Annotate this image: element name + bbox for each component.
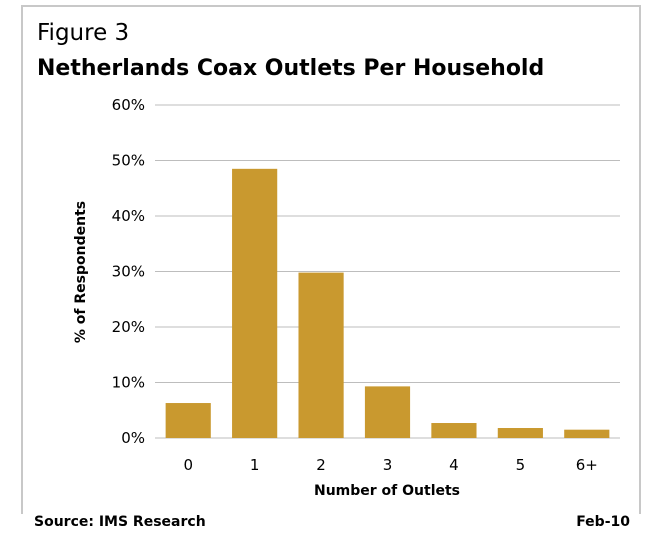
bar-3 <box>364 386 411 438</box>
x-tick-label: 0 <box>183 456 193 474</box>
figure-label: Figure 3 <box>37 20 130 46</box>
x-tick-label: 6+ <box>576 456 598 474</box>
y-tick-label: 20% <box>112 318 145 336</box>
chart-frame <box>21 5 641 514</box>
x-tick-label: 5 <box>516 456 526 474</box>
y-tick-label: 30% <box>112 263 145 281</box>
y-tick-label: 10% <box>112 374 145 392</box>
x-tick-labels: 0 1 2 3 4 5 6+ <box>183 456 597 474</box>
date-note: Feb-10 <box>576 514 630 530</box>
y-tick-label: 40% <box>112 207 145 225</box>
bars <box>165 168 610 438</box>
bar-4 <box>431 423 477 438</box>
x-tick-label: 4 <box>449 456 459 474</box>
bar-1 <box>232 168 278 438</box>
y-tick-label: 0% <box>121 429 145 447</box>
bar-6+ <box>564 429 610 438</box>
y-tick-labels: 0% 10% 20% 30% 40% 50% 60% <box>112 96 145 447</box>
bar-5 <box>497 428 543 438</box>
chart-title: Netherlands Coax Outlets Per Household <box>37 56 545 81</box>
x-tick-label: 3 <box>383 456 393 474</box>
bar-2 <box>298 272 344 438</box>
x-axis-title: Number of Outlets <box>314 483 460 499</box>
y-tick-label: 60% <box>112 96 145 114</box>
x-tick-label: 1 <box>250 456 260 474</box>
y-tick-label: 50% <box>112 152 145 170</box>
source-note: Source: IMS Research <box>34 514 206 530</box>
bar-0 <box>165 403 211 438</box>
x-tick-label: 2 <box>316 456 326 474</box>
y-axis-title: % of Respondents <box>73 201 89 343</box>
